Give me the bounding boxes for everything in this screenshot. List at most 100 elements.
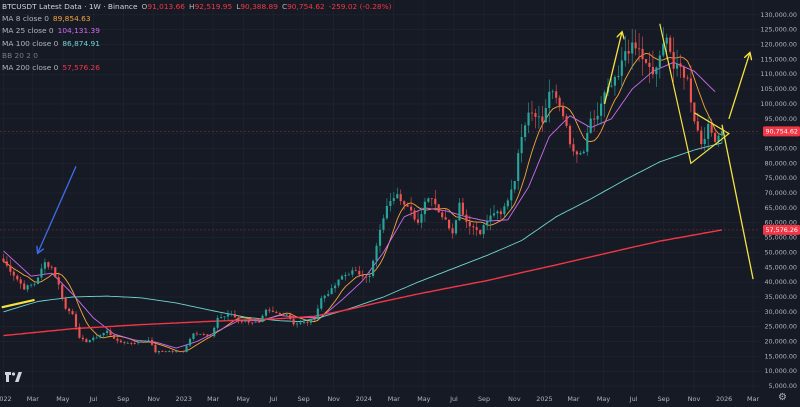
time-axis[interactable]: 2022 Mar May Jul Sep Nov 2023 Mar May Jul Sep Nov 20…	[0, 395, 759, 403]
candle-body	[472, 226, 475, 228]
candle-body	[548, 91, 551, 108]
x-tick-label: Sep	[658, 395, 670, 403]
candle-body	[551, 91, 554, 93]
candle-body	[617, 75, 620, 77]
tradingview-logo-icon[interactable]	[4, 370, 22, 384]
indicator-label: MA 200 close 0	[2, 63, 59, 73]
candle-body	[278, 313, 281, 315]
ohlc-change: -259.02 (-0.28%)	[328, 2, 392, 11]
candle-body	[520, 136, 523, 154]
x-tick-label: Nov	[327, 395, 340, 403]
candle-body	[613, 76, 616, 86]
candle-body	[448, 219, 451, 229]
candle-body	[717, 135, 720, 142]
candle-body	[320, 298, 323, 309]
x-tick-label: Mar	[388, 395, 400, 403]
y-tick-label: 75,000.00	[764, 174, 797, 182]
candle-body	[513, 181, 516, 190]
candle-body	[458, 202, 461, 221]
candle-body	[140, 341, 143, 343]
x-tick-label: Jul	[449, 395, 458, 403]
candle-body	[710, 123, 713, 133]
candle-body	[182, 351, 185, 353]
candle-body	[437, 204, 440, 213]
candle-body	[562, 106, 565, 117]
candle-body	[479, 229, 482, 235]
y-tick-label: 15,000.00	[764, 352, 797, 360]
candle-body	[378, 229, 382, 246]
candle-body	[5, 261, 8, 266]
legend-indicator-bb[interactable]: BB 20 2 0	[2, 50, 392, 62]
candle-body	[36, 277, 40, 284]
candle-body	[603, 92, 606, 104]
candle-body	[575, 151, 578, 155]
candle-body	[389, 200, 392, 206]
candle-body	[54, 267, 57, 278]
candle-body	[26, 285, 29, 290]
candle-body	[74, 314, 78, 327]
ohlc-low-label: L	[236, 2, 241, 11]
candle-body	[206, 334, 209, 336]
candle-body	[247, 320, 250, 323]
x-tick-label: May	[597, 395, 610, 403]
candle-body	[244, 320, 247, 322]
ohlc-close: 90,754.62	[287, 2, 325, 11]
candle-body	[126, 342, 129, 344]
candle-body	[2, 258, 5, 262]
annotation-arrow[interactable]	[603, 33, 622, 105]
y-tick-label: 60,000.00	[764, 219, 797, 227]
candle-body	[150, 339, 154, 345]
candle-body	[226, 314, 230, 317]
ma200-line	[3, 229, 723, 337]
candle-body	[50, 266, 53, 268]
candle-body	[503, 206, 506, 215]
legend-indicator-ma200[interactable]: MA 200 close 0 57,576.26	[2, 62, 392, 74]
settings-gear-icon[interactable]: ⚙	[778, 392, 787, 403]
annotation-line[interactable]	[1, 298, 35, 309]
candle-body	[416, 219, 420, 223]
candle-body	[392, 198, 395, 201]
candle-body	[99, 335, 102, 338]
candle-body	[572, 144, 575, 152]
candle-body	[102, 332, 105, 336]
candle-body	[700, 130, 703, 144]
candle-body	[410, 206, 413, 211]
candle-body	[482, 225, 485, 235]
candle-body	[230, 314, 233, 315]
price-axis[interactable]: 5,000.00 10,000.00 15,000.00 20,000.00 25,00…	[760, 11, 797, 390]
candle-body	[665, 37, 668, 44]
annotation-arrow[interactable]	[728, 53, 750, 119]
ohlc-high: 92,519.95	[194, 2, 233, 11]
ohlc-high-label: H	[189, 2, 195, 11]
candle-body	[323, 295, 326, 299]
legend-indicator-ma100[interactable]: MA 100 close 0 86,874.91	[2, 38, 392, 50]
y-tick-label: 85,000.00	[764, 144, 797, 152]
legend-indicator-ma8[interactable]: MA 8 close 0 89,854.63	[2, 13, 392, 25]
candle-body	[403, 201, 406, 205]
candle-body	[600, 103, 603, 116]
indicator-label: MA 25 close 0	[2, 26, 54, 36]
candle-body	[527, 112, 530, 126]
moving-averages	[3, 52, 723, 352]
candle-body	[195, 333, 198, 335]
legend-symbol-row[interactable]: BTCUSDT Latest Data · 1W · Binance O 91,0…	[2, 1, 392, 13]
annotation-arrow[interactable]	[38, 166, 77, 252]
candle-body	[638, 48, 641, 50]
y-tick-label: 55,000.00	[764, 234, 797, 242]
legend-indicator-ma25[interactable]: MA 25 close 0 104,131.39	[2, 25, 392, 37]
x-tick-label: 2024	[356, 395, 372, 403]
candle-body	[289, 314, 292, 320]
candle-body	[271, 310, 274, 312]
candle-body	[434, 198, 437, 205]
price-badges: 90,754.62 57,576.26	[0, 126, 800, 235]
candle-body	[88, 340, 91, 343]
candle-body	[109, 330, 112, 336]
candle-body	[423, 201, 426, 215]
annotation-triangle[interactable]	[659, 23, 730, 165]
candle-body	[586, 132, 589, 152]
candle-body	[427, 198, 430, 202]
annotation-line[interactable]	[721, 124, 754, 280]
symbol-title[interactable]: BTCUSDT Latest Data · 1W · Binance	[2, 2, 138, 11]
candle-body	[399, 194, 402, 202]
